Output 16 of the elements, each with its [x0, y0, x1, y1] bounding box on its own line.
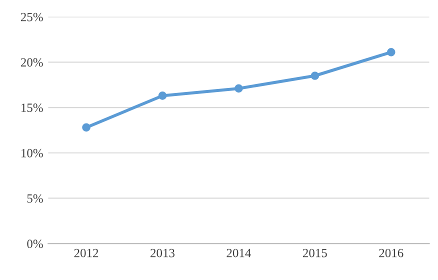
point — [82, 123, 90, 132]
x-tick-label: 2014 — [226, 248, 252, 258]
y-tick-label: 0% — [27, 240, 43, 248]
x-tick-label: 2016 — [379, 248, 404, 258]
x-tick-label: 2015 — [302, 248, 327, 258]
x-tick-label: 2012 — [74, 248, 98, 258]
point — [386, 48, 396, 56]
point — [310, 72, 320, 80]
y-tick-label: 25% — [20, 12, 43, 22]
point — [158, 92, 167, 100]
point — [234, 84, 243, 93]
y-tick-label: 20% — [20, 58, 43, 67]
y-tick-label: 15% — [22, 104, 43, 112]
y-tick-label: 5% — [27, 194, 43, 203]
x-tick-label: 2013 — [150, 248, 175, 258]
y-tick-label: 10% — [22, 148, 43, 158]
